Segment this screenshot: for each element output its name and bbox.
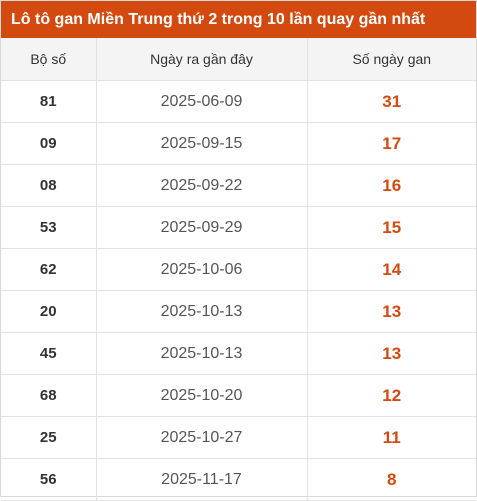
table-body: 81 2025-06-09 31 09 2025-09-15 17 08 2025-09-22… xyxy=(1,80,476,501)
table-row: 56 2025-11-17 8 xyxy=(1,458,476,501)
column-header-bo-so: Bộ số xyxy=(1,38,97,81)
gan-days-cell: 13 xyxy=(307,290,476,333)
table-row: 68 2025-10-20 12 xyxy=(1,374,476,417)
table-row: 53 2025-09-29 15 xyxy=(1,206,476,249)
gan-days-cell: 13 xyxy=(307,332,476,375)
table-row: 08 2025-09-22 16 xyxy=(1,164,476,207)
last-date-cell: 2025-09-29 xyxy=(96,206,308,249)
lo-number-cell: 08 xyxy=(1,164,97,207)
gan-days-cell: 15 xyxy=(307,206,476,249)
gan-days-cell: 16 xyxy=(307,164,476,207)
lo-gan-table: Bộ số Ngày ra gần đây Số ngày gan 81 2025… xyxy=(1,38,476,501)
gan-days-cell: 31 xyxy=(307,80,476,123)
last-date-cell: 2025-10-13 xyxy=(96,290,308,333)
last-date-cell: 2025-06-09 xyxy=(96,80,308,123)
lo-number-cell: 56 xyxy=(1,458,97,501)
gan-days-cell: 14 xyxy=(307,248,476,291)
lo-number-cell: 45 xyxy=(1,332,97,375)
gan-days-cell: 11 xyxy=(307,416,476,459)
gan-days-cell: 17 xyxy=(307,122,476,165)
table-row: 62 2025-10-06 14 xyxy=(1,248,476,291)
table-row: 20 2025-10-13 13 xyxy=(1,290,476,333)
table-header-row: Bộ số Ngày ra gần đây Số ngày gan xyxy=(1,38,476,81)
lo-number-cell: 68 xyxy=(1,374,97,417)
lo-number-cell: 81 xyxy=(1,80,97,123)
lo-number-cell: 09 xyxy=(1,122,97,165)
column-header-so-ngay-gan: Số ngày gan xyxy=(307,38,476,81)
table-row: 81 2025-06-09 31 xyxy=(1,80,476,123)
last-date-cell: 2025-10-13 xyxy=(96,332,308,375)
last-date-cell: 2025-10-20 xyxy=(96,374,308,417)
lo-number-cell: 20 xyxy=(1,290,97,333)
lo-number-cell: 25 xyxy=(1,416,97,459)
lo-number-cell: 62 xyxy=(1,248,97,291)
column-header-ngay-ra: Ngày ra gần đây xyxy=(96,38,308,81)
last-date-cell: 2025-10-06 xyxy=(96,248,308,291)
gan-days-cell: 12 xyxy=(307,374,476,417)
gan-days-cell: 8 xyxy=(307,458,476,501)
last-date-cell: 2025-09-15 xyxy=(96,122,308,165)
lo-number-cell: 53 xyxy=(1,206,97,249)
table-row: 25 2025-10-27 11 xyxy=(1,416,476,459)
last-date-cell: 2025-09-22 xyxy=(96,164,308,207)
last-date-cell: 2025-11-17 xyxy=(96,458,308,501)
widget-title: Lô tô gan Miền Trung thứ 2 trong 10 lần … xyxy=(1,1,476,38)
table-row: 09 2025-09-15 17 xyxy=(1,122,476,165)
table-row: 45 2025-10-13 13 xyxy=(1,332,476,375)
last-date-cell: 2025-10-27 xyxy=(96,416,308,459)
